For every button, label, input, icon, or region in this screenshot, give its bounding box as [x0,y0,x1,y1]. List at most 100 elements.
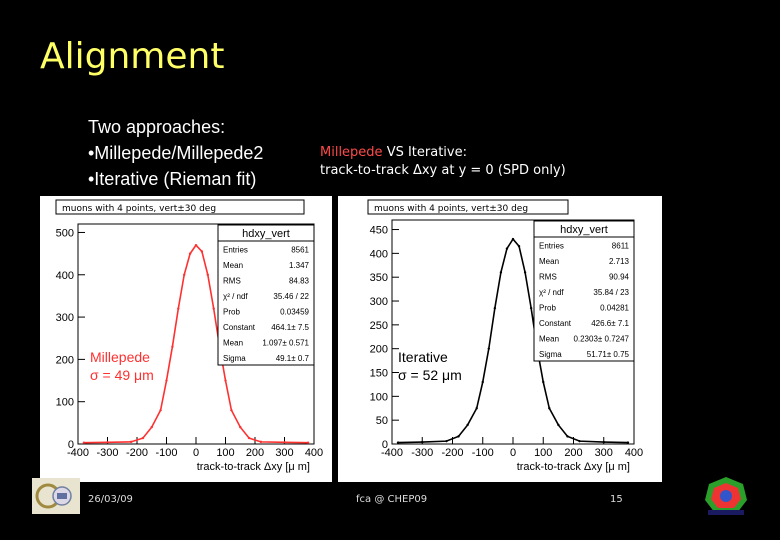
y-tick-label: 300 [370,296,388,308]
x-tick-label: -100 [155,447,177,459]
stats-key: Entries [223,246,248,255]
stats-box [217,224,315,366]
y-tick-label: 400 [56,270,74,282]
y-tick-label: 200 [370,344,388,356]
histogram-point [171,345,174,348]
histogram-point [165,379,168,382]
histogram-point [578,439,581,443]
bullet-millepede: •Millepede/Millepede2 [88,143,264,163]
stats-box-title: hdxy_vert [560,224,608,236]
y-tick-label: 150 [370,368,388,380]
x-tick-label: 200 [246,447,264,459]
histogram-point [421,440,424,444]
stats-value: 51.71± 0.75 [587,350,630,359]
stats-key: χ² / ndf [539,288,564,297]
x-tick-label: 400 [625,447,643,459]
histogram-point [493,306,497,310]
x-tick-label: 0 [510,447,516,459]
stats-key: Mean [223,339,243,348]
iterative-histogram-panel: muons with 4 points, vert±30 deg 0 50 100 15… [338,196,662,482]
histogram-point [177,307,180,310]
x-tick-label: 400 [305,447,323,459]
y-tick-label: 0 [68,439,74,451]
compare-vs-text: VS Iterative: [382,145,467,160]
stats-value: 8611 [612,242,630,251]
histogram-point [626,441,630,444]
histogram-point [466,423,469,427]
histogram-point [542,380,545,384]
histogram-point [247,436,251,440]
y-tick-label: 0 [382,439,388,451]
histogram-point [511,237,515,241]
histogram-point [475,407,478,410]
histogram-point [396,441,400,444]
stats-box [533,220,635,362]
histogram-header-label: muons with 4 points, vert±30 deg [374,204,528,214]
fit-sigma-label: σ = 52 μm [398,367,462,383]
histogram-point [206,273,209,276]
histogram-point [566,435,569,438]
histogram-point [194,243,198,247]
bullet-intro: Two approaches: [88,117,226,137]
stats-key: Prob [539,304,556,313]
histogram-point [239,425,242,429]
x-tick-label: -100 [472,447,494,459]
stats-key: Entries [539,242,564,251]
compare-millepede-word: Millepede [320,145,383,160]
y-tick-label: 300 [56,312,74,324]
histogram-point [259,440,263,444]
stats-key: Mean [223,261,243,270]
stats-key: Constant [223,323,256,332]
y-tick-label: 450 [370,225,388,237]
x-tick-label: -200 [126,447,148,459]
compare-description: track-to-track Δxy at y = 0 (SPD only) [320,163,566,178]
stats-value: 90.94 [609,273,630,282]
histogram-point [200,250,204,253]
histogram-point [188,252,192,255]
bullet-list: Two approaches: •Millepede/Millepede2 •I… [88,114,263,192]
histogram-point [487,347,490,350]
y-tick-label: 400 [370,248,388,260]
stats-value: 0.04281 [600,304,629,313]
x-tick-label: 300 [595,447,613,459]
stats-box-title: hdxy_vert [242,228,290,240]
histogram-point [230,408,233,412]
fit-sigma-label: σ = 49 μm [90,367,154,383]
x-tick-label: -200 [441,447,463,459]
histogram-point [141,436,145,440]
x-tick-label: 200 [564,447,582,459]
stats-value: 8561 [291,246,309,255]
stats-value: 1.347 [289,261,310,270]
histogram-point [517,245,521,248]
histogram-point [457,435,460,438]
stats-key: χ² / ndf [223,292,248,301]
iterative-histogram: muons with 4 points, vert±30 deg 0 50 100 15… [367,199,643,473]
experiment-logo [704,476,748,516]
x-tick-label: 100 [534,447,552,459]
histogram-point [129,440,133,444]
y-tick-label: 500 [56,227,74,239]
y-tick-label: 200 [56,354,74,366]
y-tick-label: 100 [56,397,74,409]
stats-value: 426.6± 7.1 [591,319,629,328]
fit-method-label: Iterative [398,349,448,365]
stats-key: Prob [223,308,240,317]
stats-key: RMS [223,277,241,286]
histogram-point [499,271,503,274]
stats-key: Mean [539,335,559,344]
stats-key: Sigma [539,350,562,359]
histogram-header-label: muons with 4 points, vert±30 deg [62,204,216,214]
histogram-header-box [55,199,305,215]
histogram-point [557,423,560,427]
x-axis-label: track-to-track Δxy [μ m] [517,461,630,473]
y-tick-label: 50 [376,415,388,427]
histogram-point [481,380,484,384]
stats-key: Sigma [223,354,246,363]
y-tick-label: 100 [370,391,388,403]
x-tick-label: -400 [381,447,403,459]
x-tick-label: -300 [411,447,433,459]
x-tick-label: 300 [275,447,293,459]
histogram-point [529,306,533,310]
fit-method-label: Millepede [90,349,150,365]
histogram-point [150,425,153,429]
